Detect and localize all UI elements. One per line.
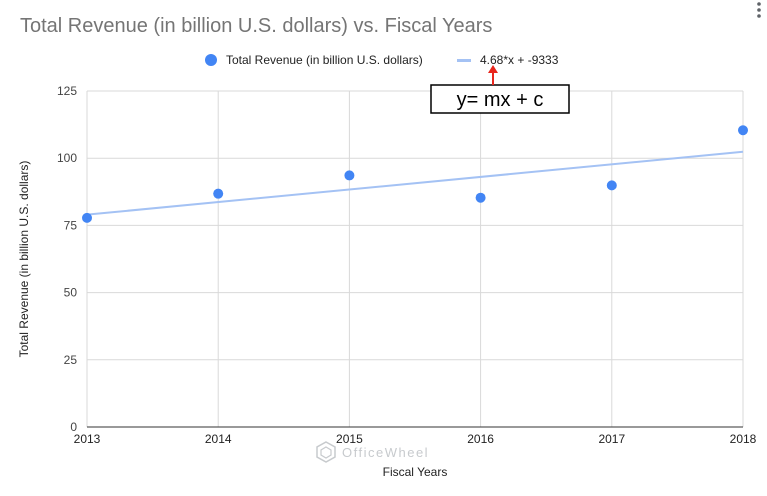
x-tick-label: 2018 [730, 432, 757, 446]
axes: 0 25 50 75 100 125 2013 2014 2015 2016 2017 2018 [57, 84, 757, 446]
legend: Total Revenue (in billion U.S. dollars) … [205, 53, 559, 67]
legend-marker-series [205, 54, 217, 66]
scatter-point [82, 212, 92, 223]
x-tick-label: 2017 [598, 432, 625, 446]
officewheel-logo-icon [316, 441, 336, 463]
x-tick-label: 2016 [467, 432, 494, 446]
y-tick-label: 25 [64, 353, 78, 367]
watermark: OfficeWheel [316, 441, 429, 463]
x-tick-label: 2015 [336, 432, 363, 446]
watermark-text: OfficeWheel [342, 445, 429, 460]
y-tick-label: 50 [64, 286, 78, 300]
annotation: y= mx + c [430, 65, 570, 114]
scatter-point [213, 188, 224, 199]
y-tick-label: 0 [70, 420, 77, 434]
gridlines [86, 90, 744, 428]
scatter-point [606, 180, 617, 191]
x-tick-label: 2013 [74, 432, 101, 446]
x-axis-label: Fiscal Years [383, 465, 448, 479]
legend-label-trendline: 4.68*x + -9333 [480, 53, 559, 67]
legend-marker-trendline [457, 59, 471, 62]
scatter-point [738, 125, 748, 136]
scatter-point [475, 192, 486, 203]
more-vert-icon[interactable] [757, 2, 761, 18]
annotation-box [430, 84, 570, 114]
legend-label-series: Total Revenue (in billion U.S. dollars) [226, 53, 423, 67]
y-tick-label: 125 [57, 84, 77, 98]
y-tick-label: 100 [57, 151, 77, 165]
annotation-arrow-head [488, 65, 498, 73]
annotation-text: y= mx + c [457, 89, 544, 111]
chart-title: Total Revenue (in billion U.S. dollars) … [20, 15, 492, 37]
trendline [86, 150, 744, 216]
scatter-point [344, 170, 355, 181]
data-points [82, 125, 748, 223]
y-axis-label: Total Revenue (in billion U.S. dollars) [17, 161, 31, 358]
y-tick-label: 75 [64, 218, 78, 232]
trendline-layer [86, 150, 744, 216]
x-tick-label: 2014 [205, 432, 232, 446]
